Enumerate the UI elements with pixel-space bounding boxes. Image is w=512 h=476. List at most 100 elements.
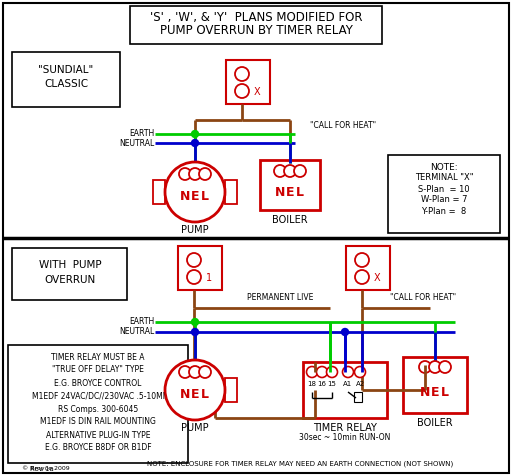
Circle shape	[354, 367, 366, 377]
Circle shape	[294, 165, 306, 177]
Circle shape	[355, 270, 369, 284]
Text: E: E	[191, 387, 199, 400]
Circle shape	[179, 366, 191, 378]
Text: M1EDF 24VAC/DC//230VAC .5-10MI: M1EDF 24VAC/DC//230VAC .5-10MI	[32, 391, 164, 400]
Circle shape	[355, 253, 369, 267]
Text: NOTE: ENCLOSURE FOR TIMER RELAY MAY NEED AN EARTH CONNECTION (NOT SHOWN): NOTE: ENCLOSURE FOR TIMER RELAY MAY NEED…	[147, 461, 453, 467]
Text: 'S' , 'W', & 'Y'  PLANS MODIFIED FOR: 'S' , 'W', & 'Y' PLANS MODIFIED FOR	[150, 11, 362, 24]
Text: PERMANENT LIVE: PERMANENT LIVE	[247, 294, 313, 303]
Circle shape	[165, 360, 225, 420]
Circle shape	[429, 361, 441, 373]
Circle shape	[199, 168, 211, 180]
Text: BOILER: BOILER	[417, 418, 453, 428]
Circle shape	[342, 328, 349, 336]
Bar	[388, 155, 500, 233]
Text: NEUTRAL: NEUTRAL	[119, 139, 154, 148]
Text: M1EDF IS DIN RAIL MOUNTING: M1EDF IS DIN RAIL MOUNTING	[40, 417, 156, 426]
Circle shape	[284, 165, 296, 177]
Text: PUMP: PUMP	[181, 225, 209, 235]
Circle shape	[187, 270, 201, 284]
Text: L: L	[441, 387, 449, 399]
Text: A2: A2	[355, 381, 365, 387]
Bar	[225, 378, 237, 402]
Text: NEUTRAL: NEUTRAL	[119, 327, 154, 337]
Text: TIMER RELAY: TIMER RELAY	[313, 423, 377, 433]
Text: S-Plan  = 10: S-Plan = 10	[418, 185, 470, 194]
Text: N: N	[275, 187, 285, 199]
Bar	[12, 52, 120, 107]
Circle shape	[189, 168, 201, 180]
Bar	[403, 357, 467, 413]
Circle shape	[307, 367, 317, 377]
Bar	[130, 6, 382, 44]
Circle shape	[274, 165, 286, 177]
Text: PUMP: PUMP	[181, 423, 209, 433]
Text: X: X	[253, 87, 260, 97]
Text: E.G. BROYCE B8DF OR B1DF: E.G. BROYCE B8DF OR B1DF	[45, 444, 152, 453]
Text: N: N	[180, 189, 190, 202]
Text: X: X	[374, 273, 380, 283]
Text: EARTH: EARTH	[129, 317, 154, 327]
Bar	[153, 180, 165, 204]
Text: PUMP OVERRUN BY TIMER RELAY: PUMP OVERRUN BY TIMER RELAY	[160, 24, 352, 38]
Text: TIMER RELAY MUST BE A: TIMER RELAY MUST BE A	[51, 353, 145, 361]
Text: Y-Plan =  8: Y-Plan = 8	[421, 207, 466, 216]
Bar	[303, 362, 387, 418]
Text: OVERRUN: OVERRUN	[45, 275, 96, 285]
Bar	[178, 246, 222, 290]
Circle shape	[343, 367, 353, 377]
Text: 15: 15	[328, 381, 336, 387]
Text: RS Comps. 300-6045: RS Comps. 300-6045	[58, 405, 138, 414]
Text: "CALL FOR HEAT": "CALL FOR HEAT"	[310, 121, 376, 130]
Bar	[260, 160, 320, 210]
Text: N: N	[180, 387, 190, 400]
Circle shape	[235, 67, 249, 81]
Bar	[225, 180, 237, 204]
Circle shape	[187, 253, 201, 267]
Circle shape	[235, 84, 249, 98]
Text: "SUNDIAL": "SUNDIAL"	[38, 65, 94, 75]
Bar	[354, 392, 362, 402]
Bar	[8, 345, 188, 463]
Circle shape	[189, 366, 201, 378]
Circle shape	[419, 361, 431, 373]
Circle shape	[191, 139, 199, 147]
Text: E.G. BROYCE CONTROL: E.G. BROYCE CONTROL	[54, 378, 142, 387]
Circle shape	[165, 162, 225, 222]
Bar	[153, 378, 165, 402]
Bar	[346, 246, 390, 290]
Text: N: N	[420, 387, 430, 399]
Circle shape	[439, 361, 451, 373]
Text: EARTH: EARTH	[129, 129, 154, 139]
Text: E: E	[431, 387, 439, 399]
Text: E: E	[286, 187, 294, 199]
Circle shape	[316, 367, 328, 377]
Circle shape	[199, 366, 211, 378]
Text: A1: A1	[344, 381, 353, 387]
Circle shape	[191, 318, 199, 326]
Text: L: L	[201, 189, 209, 202]
Bar	[226, 60, 270, 104]
Text: 18: 18	[308, 381, 316, 387]
Text: Rev 1a: Rev 1a	[30, 466, 54, 472]
Bar	[12, 248, 127, 300]
Circle shape	[179, 168, 191, 180]
Text: ALTERNATIVE PLUG-IN TYPE: ALTERNATIVE PLUG-IN TYPE	[46, 430, 150, 439]
Text: NOTE:: NOTE:	[430, 162, 458, 171]
Text: TERMINAL "X": TERMINAL "X"	[415, 173, 473, 182]
Text: 16: 16	[317, 381, 327, 387]
Circle shape	[191, 328, 199, 336]
Text: "TRUE OFF DELAY" TYPE: "TRUE OFF DELAY" TYPE	[52, 366, 144, 375]
Text: BOILER: BOILER	[272, 215, 308, 225]
Text: 30sec ~ 10min RUN-ON: 30sec ~ 10min RUN-ON	[300, 434, 391, 443]
Text: CLASSIC: CLASSIC	[44, 79, 88, 89]
Text: L: L	[201, 387, 209, 400]
Text: 1: 1	[206, 273, 212, 283]
Text: © Broyce 2009: © Broyce 2009	[22, 465, 70, 471]
Circle shape	[327, 367, 337, 377]
Text: E: E	[191, 189, 199, 202]
Text: WITH  PUMP: WITH PUMP	[39, 260, 101, 270]
Text: W-Plan = 7: W-Plan = 7	[421, 196, 467, 205]
Text: "CALL FOR HEAT": "CALL FOR HEAT"	[390, 294, 456, 303]
Circle shape	[191, 130, 199, 138]
